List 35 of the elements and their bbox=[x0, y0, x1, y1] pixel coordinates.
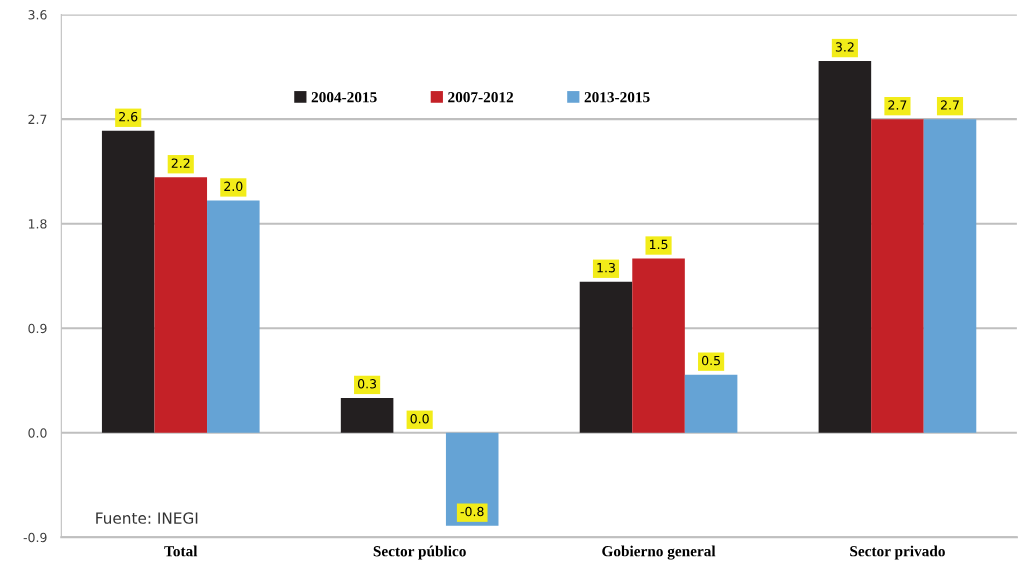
data-label: 3.2 bbox=[835, 42, 854, 52]
data-label: 2.7 bbox=[940, 100, 959, 110]
annotation: Fuente: INEGI bbox=[96, 512, 198, 524]
data-label: 0.3 bbox=[357, 379, 377, 389]
bar bbox=[923, 119, 977, 433]
data-label: -0.8 bbox=[460, 506, 484, 517]
bar bbox=[154, 177, 208, 433]
data-label: 2.7 bbox=[888, 100, 907, 110]
bar bbox=[818, 61, 872, 433]
y-tick-label: 2.7 bbox=[28, 114, 47, 124]
bar bbox=[871, 119, 924, 433]
bar bbox=[579, 281, 633, 433]
x-tick-label: Total bbox=[164, 545, 198, 557]
x-tick-label: Sector público bbox=[373, 545, 466, 560]
legend-label: 2013-2015 bbox=[584, 92, 650, 103]
y-tick-label: -0.9 bbox=[23, 532, 47, 543]
bar bbox=[101, 130, 155, 433]
data-label: 0.5 bbox=[701, 355, 720, 366]
y-tick-label: 0.9 bbox=[28, 323, 47, 334]
y-tick-label: 3.6 bbox=[28, 10, 47, 20]
bar bbox=[684, 374, 738, 433]
y-tick-label: 0.0 bbox=[28, 428, 47, 438]
x-tick-label: Gobierno general bbox=[602, 545, 716, 560]
legend-label: 2007-2012 bbox=[448, 92, 514, 103]
data-label: 0.0 bbox=[410, 413, 429, 424]
data-label: 2.0 bbox=[224, 181, 243, 192]
data-label: 2.6 bbox=[119, 111, 138, 122]
bar bbox=[207, 200, 260, 433]
bar bbox=[632, 258, 685, 433]
legend-label: 2004-2015 bbox=[311, 92, 377, 103]
x-tick-label: Sector privado bbox=[850, 545, 945, 560]
y-tick-label: 1.8 bbox=[28, 219, 47, 229]
data-label: 1.5 bbox=[649, 239, 668, 250]
data-label: 2.2 bbox=[171, 158, 190, 168]
data-label: 1.3 bbox=[597, 262, 615, 273]
